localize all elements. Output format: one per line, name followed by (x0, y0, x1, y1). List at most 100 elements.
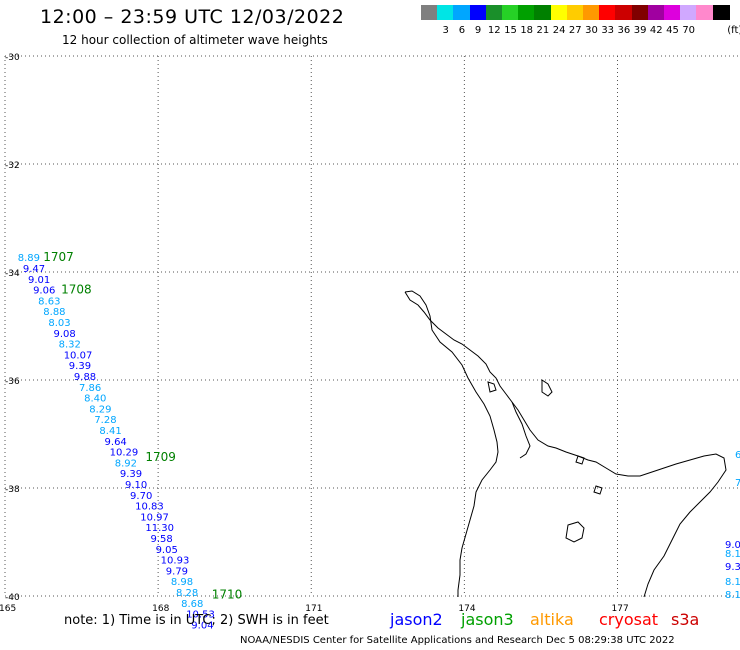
lon-label: 168 (152, 604, 169, 614)
wave-height-value: 9.04 (191, 620, 213, 631)
legend-swatch (696, 5, 714, 20)
wave-height-value: 8.40 (84, 394, 106, 405)
hawke-bay-islet (593, 485, 603, 495)
wave-height-value: 8.92 (115, 458, 137, 469)
lat-label: -32 (5, 161, 20, 171)
wave-height-value: 9.08 (53, 329, 75, 340)
legend-label: 9 (474, 25, 482, 36)
legend-label: 18 (520, 25, 534, 36)
wave-height-value: 7.28 (94, 415, 116, 426)
legend-label: 15 (504, 25, 517, 36)
wave-height-value: 9.39 (120, 469, 142, 480)
legend-label: 30 (585, 25, 598, 36)
lat-label: -36 (5, 377, 20, 387)
wave-height-value: 8.98 (171, 577, 193, 588)
legend-label: 24 (552, 25, 566, 36)
track-time-label: 1707 (43, 250, 74, 264)
legend-swatch (550, 5, 568, 20)
edge-value: 7 (735, 478, 740, 489)
legend-swatch (534, 5, 552, 20)
wave-height-value: 10.97 (140, 512, 169, 523)
legend-label: 70 (682, 25, 696, 36)
legend-unit: (ft) (727, 25, 740, 36)
satellite-name: s3a (671, 610, 700, 629)
legend-label: 45 (666, 25, 679, 36)
lat-lon-grid (4, 55, 740, 597)
bay-of-plenty-islands (541, 379, 553, 397)
legend-swatch (712, 5, 730, 20)
small-island-1 (487, 381, 497, 393)
legend-swatch (469, 5, 487, 20)
satellite-name: jason3 (461, 610, 514, 629)
satellite-track: 8.899.479.019.068.638.888.039.088.3210.0… (18, 250, 243, 631)
legend-label: 42 (649, 25, 663, 36)
legend-swatch (680, 5, 698, 20)
wave-height-value: 10.83 (135, 502, 164, 513)
lat-label: -40 (5, 593, 20, 603)
legend-swatch (599, 5, 617, 20)
wave-height-value: 9.64 (105, 437, 127, 448)
track-time-label: 1710 (212, 588, 243, 602)
lon-label: 171 (305, 604, 322, 614)
wave-height-value: 10.53 (186, 610, 215, 621)
legend-swatch (664, 5, 681, 20)
small-island-2 (575, 455, 585, 465)
new-zealand-coastline (404, 290, 727, 598)
wave-height-value: 10.07 (64, 350, 93, 361)
legend-swatch (615, 5, 633, 20)
wave-height-value: 9.39 (69, 361, 91, 372)
longitude-labels: 165 168 171 174 177 (0, 604, 629, 614)
wave-height-value: 9.58 (150, 534, 172, 545)
north-island-east-coast (404, 291, 727, 598)
edge-value: 6 (735, 450, 740, 461)
wave-height-value: 8.32 (59, 340, 81, 351)
satellite-name: cryosat (599, 610, 659, 629)
legend-label: 33 (601, 25, 615, 36)
footnote: note: 1) Time is in UTC; 2) SWH is in fe… (64, 613, 329, 628)
latitude-labels: -30 -32 -34 -36 -38 -40 (5, 53, 20, 603)
legend-swatch (518, 5, 536, 20)
satellite-name: jason2 (390, 610, 443, 629)
wave-height-value: 9.79 (166, 566, 188, 577)
wave-height-value: 10.93 (161, 556, 190, 567)
lon-label: 177 (612, 604, 629, 614)
wave-height-value: 7.86 (79, 383, 101, 394)
legend-swatch (437, 5, 455, 20)
coromandel-peninsula (511, 401, 531, 459)
lon-label: 174 (458, 604, 475, 614)
lat-label: -38 (5, 485, 20, 495)
wave-height-value: 8.41 (99, 426, 121, 437)
wave-height-value: 8.63 (38, 296, 60, 307)
wave-height-value: 11.30 (145, 523, 174, 534)
wave-height-value: 9.88 (74, 372, 96, 383)
wave-height-value: 8.29 (89, 404, 111, 415)
wave-height-value: 10.29 (110, 448, 139, 459)
legend-swatch (647, 5, 665, 20)
wave-height-value: 9.05 (156, 545, 178, 556)
edge-value: 8.18 (725, 590, 740, 601)
legend-swatch (421, 5, 438, 20)
lon-label: 165 (0, 604, 16, 614)
wave-height-value: 8.03 (48, 318, 70, 329)
wave-height-value: 9.01 (28, 275, 50, 286)
legend-swatch (631, 5, 649, 20)
legend-label: 12 (487, 25, 501, 36)
edge-track-labels: 8.1 9.3 8.1 8.18 7 6 9.0 (725, 450, 740, 601)
wave-height-value: 9.70 (130, 491, 152, 502)
lake-taupo (565, 521, 585, 543)
legend-label: 27 (568, 25, 582, 36)
track-time-label: 1708 (61, 283, 92, 297)
legend-label: 6 (458, 25, 466, 36)
wave-height-value: 8.28 (176, 588, 198, 599)
edge-value: 8.1 (725, 549, 740, 560)
wave-height-value: 8.68 (181, 599, 203, 610)
edge-value: 9.0 (725, 540, 740, 551)
legend-swatch (566, 5, 584, 20)
credit-line: NOAA/NESDIS Center for Satellite Applica… (240, 635, 675, 646)
wave-height-value: 8.89 (18, 253, 40, 264)
legend-swatch (583, 5, 600, 20)
map-subtitle: 12 hour collection of altimeter wave hei… (62, 33, 328, 47)
wave-height-value: 9.47 (23, 264, 45, 275)
lat-label: -30 (5, 53, 20, 63)
